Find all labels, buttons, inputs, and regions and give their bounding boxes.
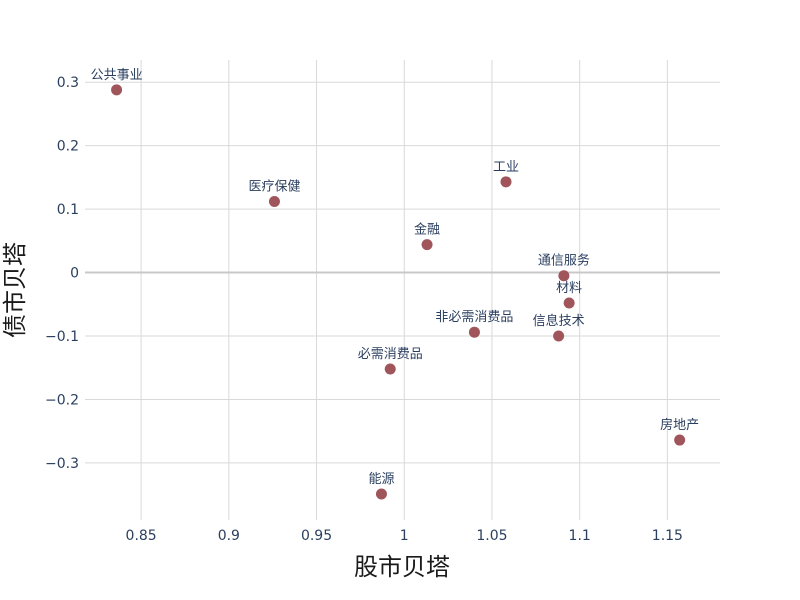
data-label: 能源 bbox=[368, 472, 394, 487]
x-tick-label: 1 bbox=[400, 528, 409, 544]
x-tick-labels: 0.85 0.9 0.95 1 1.05 1.1 1.15 bbox=[126, 528, 683, 544]
data-label: 通信服务 bbox=[538, 253, 590, 269]
y-gridlines bbox=[85, 81, 720, 464]
y-tick-label: 0 bbox=[70, 266, 79, 282]
data-label: 必需消费品 bbox=[358, 347, 423, 362]
data-label: 材料 bbox=[556, 281, 582, 296]
data-point bbox=[384, 363, 396, 375]
x-tick-label: 0.85 bbox=[126, 528, 157, 544]
y-tick-label: −0.2 bbox=[45, 392, 79, 408]
data-point bbox=[468, 326, 480, 338]
y-tick-label: 0.1 bbox=[57, 202, 79, 218]
y-tick-label: 0.2 bbox=[57, 139, 79, 155]
data-label: 非必需消费品 bbox=[435, 310, 513, 325]
x-tick-label: 0.9 bbox=[218, 528, 240, 544]
data-point bbox=[268, 195, 280, 207]
data-point bbox=[674, 434, 686, 446]
data-point bbox=[111, 84, 123, 96]
x-tick-label: 0.95 bbox=[301, 528, 332, 544]
y-tick-label: −0.3 bbox=[45, 456, 79, 472]
data-point bbox=[421, 239, 433, 251]
data-label: 医疗保健 bbox=[248, 179, 300, 194]
data-label: 金融 bbox=[414, 222, 440, 238]
y-tick-labels: 0.3 0.2 0.1 0 −0.1 −0.2 −0.3 bbox=[45, 75, 79, 472]
data-point bbox=[563, 297, 575, 309]
y-tick-label: −0.1 bbox=[45, 329, 79, 345]
x-tick-label: 1.05 bbox=[476, 528, 507, 544]
x-tick-label: 1.1 bbox=[569, 528, 591, 544]
data-point bbox=[500, 176, 512, 188]
y-axis-title: 债市贝塔 bbox=[1, 242, 29, 338]
x-axis-title: 股市贝塔 bbox=[354, 553, 450, 581]
data-label: 公共事业 bbox=[91, 68, 143, 83]
data-label: 信息技术 bbox=[533, 313, 585, 329]
data-point bbox=[558, 270, 570, 282]
x-tick-label: 1.15 bbox=[652, 528, 683, 544]
x-gridlines bbox=[140, 60, 668, 520]
data-label: 工业 bbox=[493, 160, 519, 175]
data-label: 房地产 bbox=[660, 417, 699, 433]
data-points bbox=[111, 84, 686, 500]
data-point bbox=[375, 488, 387, 500]
data-point bbox=[553, 330, 565, 342]
y-tick-label: 0.3 bbox=[57, 75, 79, 91]
